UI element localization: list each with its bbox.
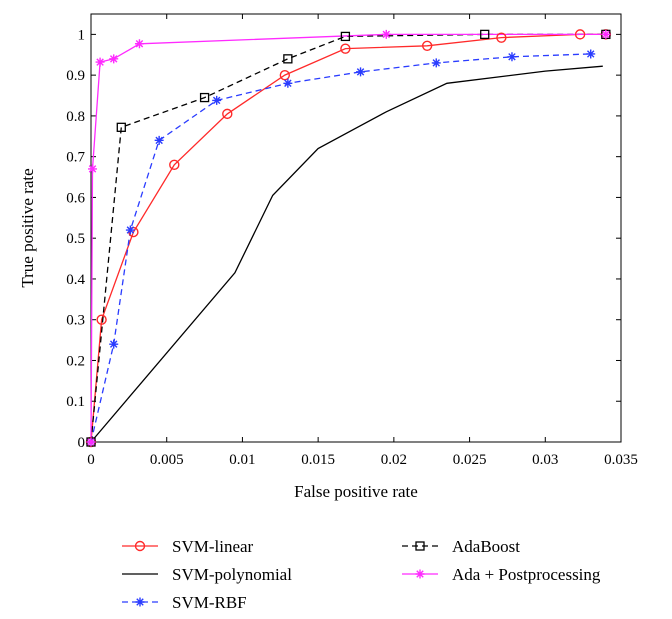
- y-tick-label: 0.1: [66, 394, 85, 410]
- legend-item-svm-polynomial: SVM-polynomial: [122, 565, 292, 584]
- series-markers: [85, 29, 612, 448]
- data-point-svm-rbf: [431, 58, 441, 68]
- legend-item-svm-linear: SVM-linear: [122, 537, 254, 556]
- data-point-adaboost: [283, 54, 293, 64]
- legend-swatch-marker: [415, 569, 425, 579]
- legend-item-adaboost: AdaBoost: [402, 537, 520, 556]
- data-point-svm-linear: [279, 69, 291, 81]
- legend-label: AdaBoost: [452, 537, 520, 556]
- legend-label: SVM-RBF: [172, 593, 247, 612]
- series-line-ada-postprocessing: [90, 33, 606, 443]
- legend-label: SVM-linear: [172, 537, 254, 556]
- series-line-svm-polynomial: [90, 65, 603, 443]
- y-tick-label: 0.6: [66, 190, 85, 206]
- y-tick-label: 0.9: [66, 68, 85, 84]
- data-point-ada-postprocessing: [601, 29, 611, 39]
- y-axis-label: True positive rate: [18, 168, 37, 287]
- data-point-svm-rbf: [586, 49, 596, 59]
- x-tick-label: 0.03: [532, 452, 558, 468]
- y-tick-label: 1: [78, 27, 86, 43]
- data-point-adaboost: [116, 122, 126, 132]
- data-point-ada-postprocessing: [381, 29, 391, 39]
- x-tick-label: 0.025: [453, 452, 487, 468]
- legend-label: Ada + Postprocessing: [452, 565, 601, 584]
- y-tick-label: 0.3: [66, 313, 85, 329]
- legend-swatch-marker: [134, 540, 146, 552]
- data-point-adaboost: [480, 29, 490, 40]
- data-point-ada-postprocessing: [88, 164, 98, 174]
- legend-swatch-marker: [135, 597, 145, 607]
- x-tick-label: 0.015: [301, 452, 335, 468]
- x-tick-label: 0.02: [381, 452, 407, 468]
- y-tick-label: 0.5: [66, 231, 85, 247]
- data-point-svm-linear: [96, 314, 107, 325]
- data-point-adaboost: [199, 92, 210, 103]
- data-point-adaboost: [340, 31, 351, 42]
- data-point-svm-linear: [496, 32, 507, 43]
- data-point-ada-postprocessing: [86, 437, 96, 447]
- legend-item-svm-rbf: SVM-RBF: [122, 593, 247, 612]
- legend: SVM-linear SVM-polynomial SVM-RBF AdaBoost A…: [122, 537, 601, 612]
- data-point-svm-rbf: [212, 95, 222, 105]
- legend-label: SVM-polynomial: [172, 565, 292, 584]
- x-tick-label: 0.01: [229, 452, 255, 468]
- data-point-ada-postprocessing: [95, 57, 105, 67]
- x-tick-label: 0.035: [604, 452, 638, 468]
- data-point-svm-rbf: [154, 135, 164, 145]
- data-point-ada-postprocessing: [134, 39, 144, 49]
- data-point-svm-rbf: [283, 78, 293, 88]
- y-tick-label: 0.8: [66, 109, 85, 125]
- data-point-svm-linear: [421, 40, 433, 51]
- data-point-svm-rbf: [507, 52, 517, 62]
- x-tick-label: 0.005: [150, 452, 184, 468]
- data-point-svm-rbf: [125, 225, 135, 235]
- x-tick-label: 0: [87, 452, 95, 468]
- series-line-svm-rbf: [90, 53, 591, 443]
- y-tick-label: 0.2: [66, 353, 85, 369]
- data-point-svm-rbf: [356, 67, 366, 77]
- y-tick-label: 0: [78, 435, 86, 451]
- data-point-svm-linear: [574, 29, 586, 40]
- x-axis-label: False positive rate: [294, 482, 418, 501]
- data-point-svm-linear: [340, 43, 351, 54]
- series-lines: [90, 33, 606, 443]
- data-point-svm-linear: [169, 159, 180, 171]
- legend-item-ada-postprocessing: Ada + Postprocessing: [402, 565, 601, 584]
- y-tick-label: 0.7: [66, 150, 85, 166]
- data-point-svm-rbf: [109, 339, 119, 349]
- plot-frame: [90, 13, 622, 443]
- y-tick-label: 0.4: [66, 272, 85, 288]
- axis-ticks: 0 0.005 0.01 0.015 0.02 0.025 0.03 0.035 0 0.1 0.2…: [66, 14, 638, 468]
- data-point-ada-postprocessing: [109, 54, 119, 64]
- series-line-adaboost: [90, 33, 606, 443]
- data-point-svm-linear: [222, 108, 233, 120]
- legend-swatch-marker: [415, 541, 425, 551]
- series-line-svm-linear: [90, 33, 606, 443]
